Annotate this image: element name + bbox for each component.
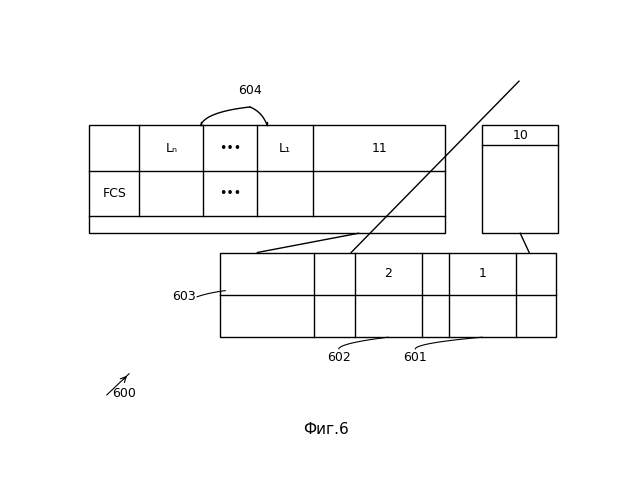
Text: •••: ••• bbox=[219, 142, 241, 154]
Bar bbox=[482, 126, 559, 233]
Text: 2: 2 bbox=[384, 267, 392, 280]
Text: 1: 1 bbox=[478, 267, 486, 280]
Text: Lₙ: Lₙ bbox=[165, 142, 177, 154]
Text: 602: 602 bbox=[327, 350, 351, 364]
Text: •••: ••• bbox=[219, 187, 241, 200]
Text: 11: 11 bbox=[371, 142, 387, 154]
Text: Фиг.6: Фиг.6 bbox=[304, 422, 349, 437]
Bar bbox=[220, 252, 556, 337]
Text: FCS: FCS bbox=[103, 187, 126, 200]
Text: 601: 601 bbox=[403, 350, 427, 364]
Text: 10: 10 bbox=[512, 128, 528, 141]
Bar bbox=[89, 126, 445, 233]
Text: 604: 604 bbox=[238, 84, 262, 96]
Text: 603: 603 bbox=[172, 290, 196, 304]
Text: 600: 600 bbox=[111, 386, 136, 400]
Text: L₁: L₁ bbox=[279, 142, 291, 154]
